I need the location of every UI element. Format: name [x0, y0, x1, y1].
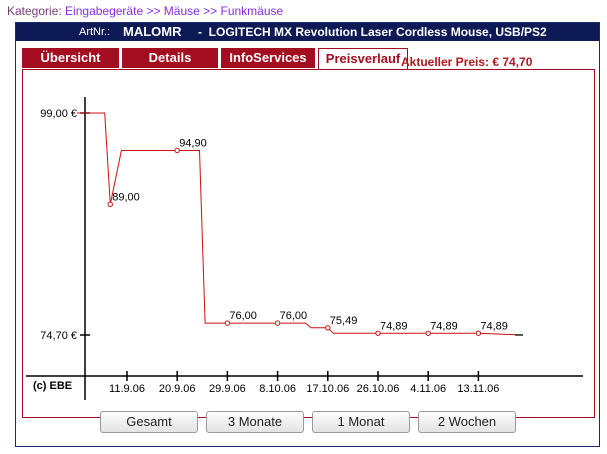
x-tick-label: 13.11.06 [457, 383, 499, 395]
range-3-months-button[interactable]: 3 Monate [206, 411, 304, 433]
price-marker [425, 330, 431, 336]
product-name-text: LOGITECH MX Revolution Laser Cordless Mo… [208, 25, 547, 39]
product-header: ArtNr.: MALOMR - LOGITECH MX Revolution … [16, 23, 599, 41]
tab-infoservices[interactable]: InfoServices [221, 48, 315, 68]
price-label: 74,89 [430, 320, 458, 332]
price-marker [375, 330, 381, 336]
price-label: 94,90 [179, 137, 207, 149]
price-marker [325, 325, 331, 331]
x-tick-label: 4.11.06 [410, 383, 446, 395]
range-all-button[interactable]: Gesamt [100, 411, 198, 433]
price-label: 74,89 [380, 320, 408, 332]
price-marker [174, 147, 180, 154]
price-marker [274, 320, 281, 326]
x-tick-label: 20.9.06 [159, 383, 196, 395]
article-number: MALOMR [123, 24, 182, 39]
article-number-label: ArtNr.: [79, 26, 111, 38]
current-price: Aktueller Preis: € 74,70 [401, 55, 533, 69]
x-tick-label: 29.9.06 [209, 383, 246, 395]
x-tick-label: 11.9.06 [109, 383, 145, 395]
price-label: 76,00 [229, 310, 257, 322]
price-label: 89,00 [112, 191, 140, 203]
breadcrumb-path[interactable]: Eingabegeräte >> Mäuse >> Funkmäuse [65, 4, 284, 18]
price-marker [475, 330, 482, 336]
breadcrumb: Kategorie: Eingabegeräte >> Mäuse >> Fun… [7, 4, 283, 18]
price-markers [107, 147, 524, 336]
x-tick-label: 26.10.06 [357, 383, 400, 395]
y-tick-label: 99,00 € [40, 108, 77, 120]
tab-overview[interactable]: Übersicht [22, 48, 119, 68]
x-axis-ticks: 11.9.06 20.9.06 29.9.06 8.10.06 17.10.06 26.1… [109, 371, 499, 395]
price-marker [224, 320, 231, 326]
tab-price-history[interactable]: Preisverlauf [318, 48, 408, 70]
price-label: 76,00 [280, 310, 308, 322]
y-tick-label: 74,70 € [40, 330, 77, 342]
breadcrumb-label: Kategorie: [7, 4, 62, 18]
product-name: - LOGITECH MX Revolution Laser Cordless … [198, 23, 547, 41]
price-labels: 89,00 94,90 76,00 76,00 75,49 74,89 74,89 74,89 [112, 137, 508, 332]
price-history-panel [22, 69, 595, 418]
x-tick-label: 8.10.06 [259, 383, 296, 395]
price-label: 75,49 [330, 315, 358, 327]
range-2-weeks-button[interactable]: 2 Wochen [418, 411, 516, 433]
range-1-month-button[interactable]: 1 Monat [312, 411, 410, 433]
price-label: 74,89 [480, 320, 508, 332]
x-tick-label: 17.10.06 [306, 383, 349, 395]
header-separator: - [198, 25, 202, 39]
price-marker [107, 201, 113, 208]
y-axis-ticks: 99,00 € 74,70 € [40, 108, 90, 342]
tab-details[interactable]: Details [122, 48, 218, 68]
price-line [76, 112, 524, 336]
chart-source-label: (c) EBE [33, 380, 72, 392]
